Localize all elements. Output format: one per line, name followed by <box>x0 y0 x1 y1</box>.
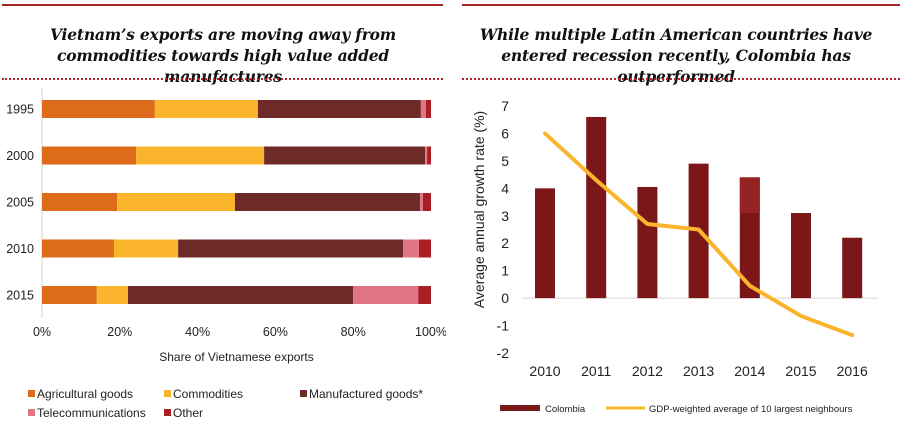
y-tick-label: 0 <box>501 290 509 306</box>
bar-segment-2005-commodities <box>117 193 235 211</box>
x-tick-label: 40% <box>185 325 210 339</box>
legend-swatch-commodities <box>164 390 171 397</box>
legend-label-manufactured-goods: Manufactured goods* <box>309 387 423 401</box>
bar-segment-2000-manufactured-goods <box>264 146 426 165</box>
legend-swatch-manufactured-goods <box>300 390 307 397</box>
category-label-1995: 1995 <box>6 103 34 117</box>
bar-segment-2000-telecommunications <box>425 146 428 165</box>
x-tick-label: 20% <box>107 325 132 339</box>
bar-segment-1995-telecommunications <box>420 100 426 118</box>
legend-swatch-agricultural-goods <box>28 390 35 397</box>
y-tick-label: 4 <box>501 180 509 196</box>
bar-segment-2015-manufactured-goods <box>127 286 354 304</box>
right-chart-title: While multiple Latin American countries … <box>452 24 900 87</box>
x-tick-label: 60% <box>263 325 288 339</box>
y-tick-label: 1 <box>501 263 509 279</box>
legend-label-colombia: Colombia <box>545 404 586 415</box>
x-tick-label: 80% <box>341 325 366 339</box>
bar-segment-2015-agricultural-goods <box>42 286 97 304</box>
bar-segment-2015-commodities <box>96 286 128 304</box>
x-tick-label-2012: 2012 <box>632 363 663 379</box>
left-title-line1: Vietnam’s exports are moving away from <box>49 25 397 44</box>
bar-segment-2005-agricultural-goods <box>42 193 118 211</box>
x-tick-label: 100% <box>415 325 446 339</box>
colombia-bar-2010 <box>535 188 555 299</box>
x-tick-label: 0% <box>33 325 51 339</box>
category-label-2005: 2005 <box>6 196 34 210</box>
y-tick-label: -1 <box>497 318 510 334</box>
bar-segment-1995-manufactured-goods <box>257 100 421 118</box>
y-axis-title: Average annual growth rate (%) <box>471 111 487 308</box>
legend-label-commodities: Commodities <box>173 387 243 401</box>
x-tick-label-2015: 2015 <box>785 363 816 379</box>
colombia-bar-highlight-2014 <box>739 177 760 214</box>
y-tick-label: 3 <box>501 208 509 224</box>
category-label-2015: 2015 <box>6 289 34 303</box>
legend-label-telecommunications: Telecommunications <box>37 406 146 420</box>
bar-segment-2010-manufactured-goods <box>178 239 403 258</box>
left-chart-title: Vietnam’s exports are moving away from c… <box>0 24 446 87</box>
bar-segment-2005-telecommunications <box>420 193 423 211</box>
legend-label-agricultural-goods: Agricultural goods <box>37 387 133 401</box>
bar-segment-2005-manufactured-goods <box>234 193 421 211</box>
bar-segment-2000-other <box>427 146 431 165</box>
colombia-bar-2012 <box>637 186 658 299</box>
bar-segment-2010-telecommunications <box>402 239 419 258</box>
dotted-divider <box>462 78 900 80</box>
y-tick-label: 2 <box>501 235 509 251</box>
category-label-2010: 2010 <box>6 242 34 256</box>
legend-label-neighbours: GDP-weighted average of 10 largest neigh… <box>649 404 853 415</box>
bar-segment-2015-telecommunications <box>353 286 419 304</box>
top-rule <box>462 4 900 6</box>
bar-segment-1995-other <box>425 100 431 118</box>
x-tick-label-2010: 2010 <box>529 363 560 379</box>
bar-segment-2000-commodities <box>136 146 265 165</box>
left-panel: Vietnam’s exports are moving away from c… <box>0 0 446 424</box>
x-tick-label-2013: 2013 <box>683 363 714 379</box>
right-panel: While multiple Latin American countries … <box>452 0 900 424</box>
x-tick-label-2011: 2011 <box>581 363 611 379</box>
colombia-bar-2011 <box>586 116 607 299</box>
right-title-line1: While multiple Latin American countries … <box>479 25 873 44</box>
bar-segment-2000-agricultural-goods <box>42 146 137 165</box>
bar-segment-2010-other <box>418 239 431 258</box>
bar-segment-2010-agricultural-goods <box>42 239 114 258</box>
legend-swatch-telecommunications <box>28 409 35 416</box>
exports-stacked-bar-chart: 1995 2000 2005 2010 2015 0% 20% 40% 60% 80% 100% Sh… <box>6 88 446 420</box>
legend-label-other: Other <box>173 406 203 420</box>
dotted-divider <box>2 78 443 80</box>
x-axis-title: Share of Vietnamese exports <box>159 350 314 364</box>
legend-swatch-other <box>164 409 171 416</box>
colombia-bar-2016 <box>842 237 863 299</box>
bar-segment-1995-commodities <box>154 100 258 118</box>
x-tick-label-2014: 2014 <box>734 363 765 379</box>
legend-swatch-colombia <box>500 405 540 411</box>
bar-segment-2015-other <box>418 286 431 304</box>
y-tick-label: -2 <box>497 345 510 361</box>
y-tick-label: 5 <box>501 153 509 169</box>
right-title-line2: entered recession recently, Colombia has… <box>501 46 851 86</box>
x-tick-label-2016: 2016 <box>837 363 868 379</box>
category-label-2000: 2000 <box>6 149 34 163</box>
growth-bar-line-chart: -2 -1 0 1 2 3 4 5 6 7 Average annual growth rate (… <box>471 98 878 415</box>
bar-segment-1995-agricultural-goods <box>42 100 155 118</box>
y-tick-label: 6 <box>501 125 509 141</box>
bar-segment-2005-other <box>422 193 431 211</box>
top-rule <box>2 4 443 6</box>
colombia-bar-2015 <box>791 213 811 299</box>
y-tick-label: 7 <box>501 98 509 114</box>
left-title-line2: commodities towards high value added man… <box>56 46 390 86</box>
bar-segment-2010-commodities <box>113 239 179 258</box>
